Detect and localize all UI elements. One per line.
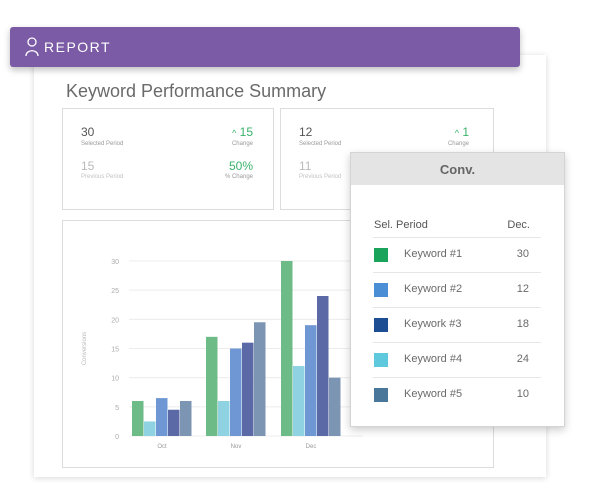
- previous-value: 15: [81, 159, 95, 173]
- legend-swatch: [374, 353, 388, 367]
- bar: [156, 398, 168, 436]
- keyword-row: Keywork #3 18: [373, 307, 541, 343]
- bar: [230, 348, 242, 436]
- y-tick-label: 0: [115, 434, 119, 441]
- y-tick-label: 30: [111, 259, 119, 266]
- keyword-row: Keyword #4 24: [373, 342, 541, 378]
- bar: [329, 377, 341, 436]
- report-banner: REPORT: [10, 27, 520, 67]
- change-label: Change: [231, 141, 253, 147]
- selected-value: 12: [299, 125, 313, 139]
- page-title: Keyword Performance Summary: [66, 81, 327, 101]
- caret-up-icon: ^: [232, 128, 237, 138]
- column-header-period: Sel. Period: [374, 219, 428, 231]
- keyword-value: 30: [516, 248, 529, 260]
- legend-swatch: [374, 318, 388, 332]
- change-label: Change: [447, 141, 469, 147]
- keyword-label: Keywork #3: [404, 318, 462, 330]
- pct-change-label: % Change: [224, 174, 253, 180]
- change-value: ^ 15: [232, 125, 253, 139]
- bar: [254, 322, 266, 436]
- keyword-label: Keyword #5: [404, 388, 463, 400]
- conversions-bar-chart: 0 5 10 15 20 25 30 Conversions Oct Nov Dec: [82, 259, 363, 450]
- x-tick-label: Dec: [306, 444, 317, 450]
- y-tick-label: 15: [111, 347, 119, 354]
- keyword-value: 18: [516, 318, 529, 330]
- column-header-dec: Dec.: [507, 219, 530, 231]
- change-value: ^ 1: [454, 125, 469, 139]
- caret-up-icon: ^: [454, 128, 459, 138]
- keyword-label: Keyword #4: [404, 353, 463, 365]
- y-tick-label: 10: [111, 376, 119, 383]
- y-tick-label: 5: [115, 405, 119, 412]
- selected-value: 30: [81, 125, 95, 139]
- previous-label: Previous Period: [81, 174, 124, 180]
- previous-label: Previous Period: [299, 174, 342, 180]
- bar: [132, 401, 144, 436]
- keyword-value: 10: [516, 388, 529, 400]
- keyword-value: 24: [516, 353, 529, 365]
- legend-swatch: [374, 283, 388, 297]
- bar: [305, 325, 317, 436]
- keyword-label: Keyword #2: [404, 283, 463, 295]
- keyword-row: Keyword #1 30: [373, 237, 541, 273]
- selected-label: Selected Period: [299, 141, 342, 147]
- y-tick-label: 25: [111, 288, 119, 295]
- y-tick-label: 20: [111, 317, 119, 324]
- x-tick-label: Oct: [157, 444, 167, 450]
- user-icon: [25, 37, 39, 57]
- x-tick-label: Nov: [231, 444, 242, 450]
- bar: [144, 421, 156, 436]
- y-axis-label: Conversions: [82, 332, 88, 365]
- bar: [218, 401, 230, 436]
- keyword-row: Keyword #2 12: [373, 272, 541, 308]
- bar: [317, 296, 329, 436]
- bar: [168, 409, 180, 436]
- legend-swatch: [374, 388, 388, 402]
- keyword-row: Keyword #5 10: [373, 377, 541, 413]
- keyword-label: Keyword #1: [404, 248, 463, 260]
- conversions-popup: Conv. Sel. Period Dec. Keyword #1 30 Keywo…: [350, 152, 565, 427]
- bar: [180, 401, 192, 436]
- popup-title: Conv.: [351, 153, 564, 185]
- previous-value: 11: [299, 159, 312, 173]
- selected-label: Selected Period: [81, 141, 124, 147]
- legend-swatch: [374, 248, 388, 262]
- report-title: REPORT: [44, 39, 112, 55]
- bar: [281, 261, 293, 436]
- summary-card-1: 30 Selected Period ^ 15 Change 15 Previo…: [62, 108, 274, 210]
- bar: [293, 366, 305, 436]
- bar: [242, 342, 254, 436]
- pct-change-value: 50%: [228, 159, 253, 173]
- keyword-value: 12: [516, 283, 529, 295]
- bar: [206, 336, 218, 436]
